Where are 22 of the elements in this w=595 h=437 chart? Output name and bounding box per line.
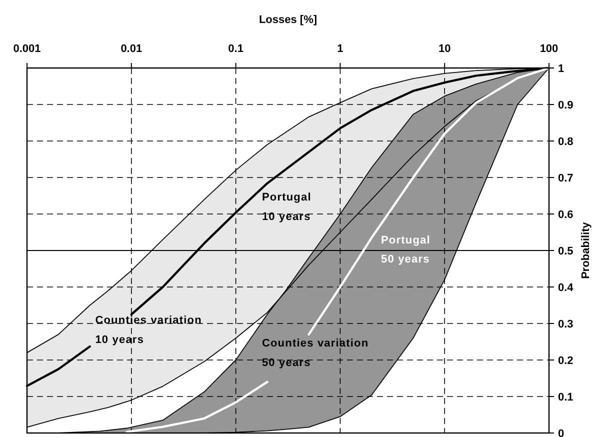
y-tick-label: 0.4 xyxy=(558,282,574,294)
x-tick-label: 1 xyxy=(337,43,344,55)
y-tick-label: 0.9 xyxy=(558,99,574,112)
annotation: Counties variation 50 years xyxy=(262,338,369,369)
series-label: Portugal 10 years xyxy=(262,192,312,223)
x-tick-label: 0.1 xyxy=(228,43,244,55)
y-tick-label: 0.5 xyxy=(558,245,574,258)
y-tick-label: 0.3 xyxy=(558,318,574,330)
y-tick-label: 0.8 xyxy=(558,136,574,148)
x-tick-label: 100 xyxy=(540,43,558,55)
series-label: Portugal 50 years xyxy=(381,234,430,266)
x-axis-title: Losses [%] xyxy=(258,14,318,26)
y-tick-label: 0.2 xyxy=(558,354,574,367)
y-tick-label: 0.7 xyxy=(558,172,574,184)
x-tick-label: 10 xyxy=(438,43,451,55)
y-tick-label: 0.6 xyxy=(558,208,574,221)
y-tick-label: 0.1 xyxy=(558,391,574,404)
y-axis-title: Probability xyxy=(580,221,592,279)
y-tick-label: 0 xyxy=(558,428,564,437)
x-tick-label: 0.001 xyxy=(13,43,41,55)
y-tick-label: 1 xyxy=(558,62,564,75)
x-tick-label: 0.01 xyxy=(120,43,142,55)
